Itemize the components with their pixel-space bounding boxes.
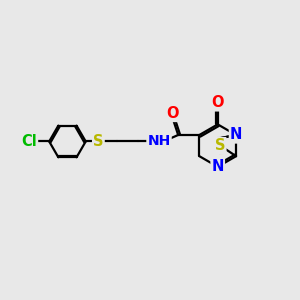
Text: N: N xyxy=(212,159,224,174)
Text: O: O xyxy=(167,106,179,121)
Text: S: S xyxy=(215,138,225,153)
Text: N: N xyxy=(230,128,242,142)
Text: Cl: Cl xyxy=(21,134,37,149)
Text: O: O xyxy=(212,95,224,110)
Text: NH: NH xyxy=(147,134,171,148)
Text: S: S xyxy=(93,134,104,149)
